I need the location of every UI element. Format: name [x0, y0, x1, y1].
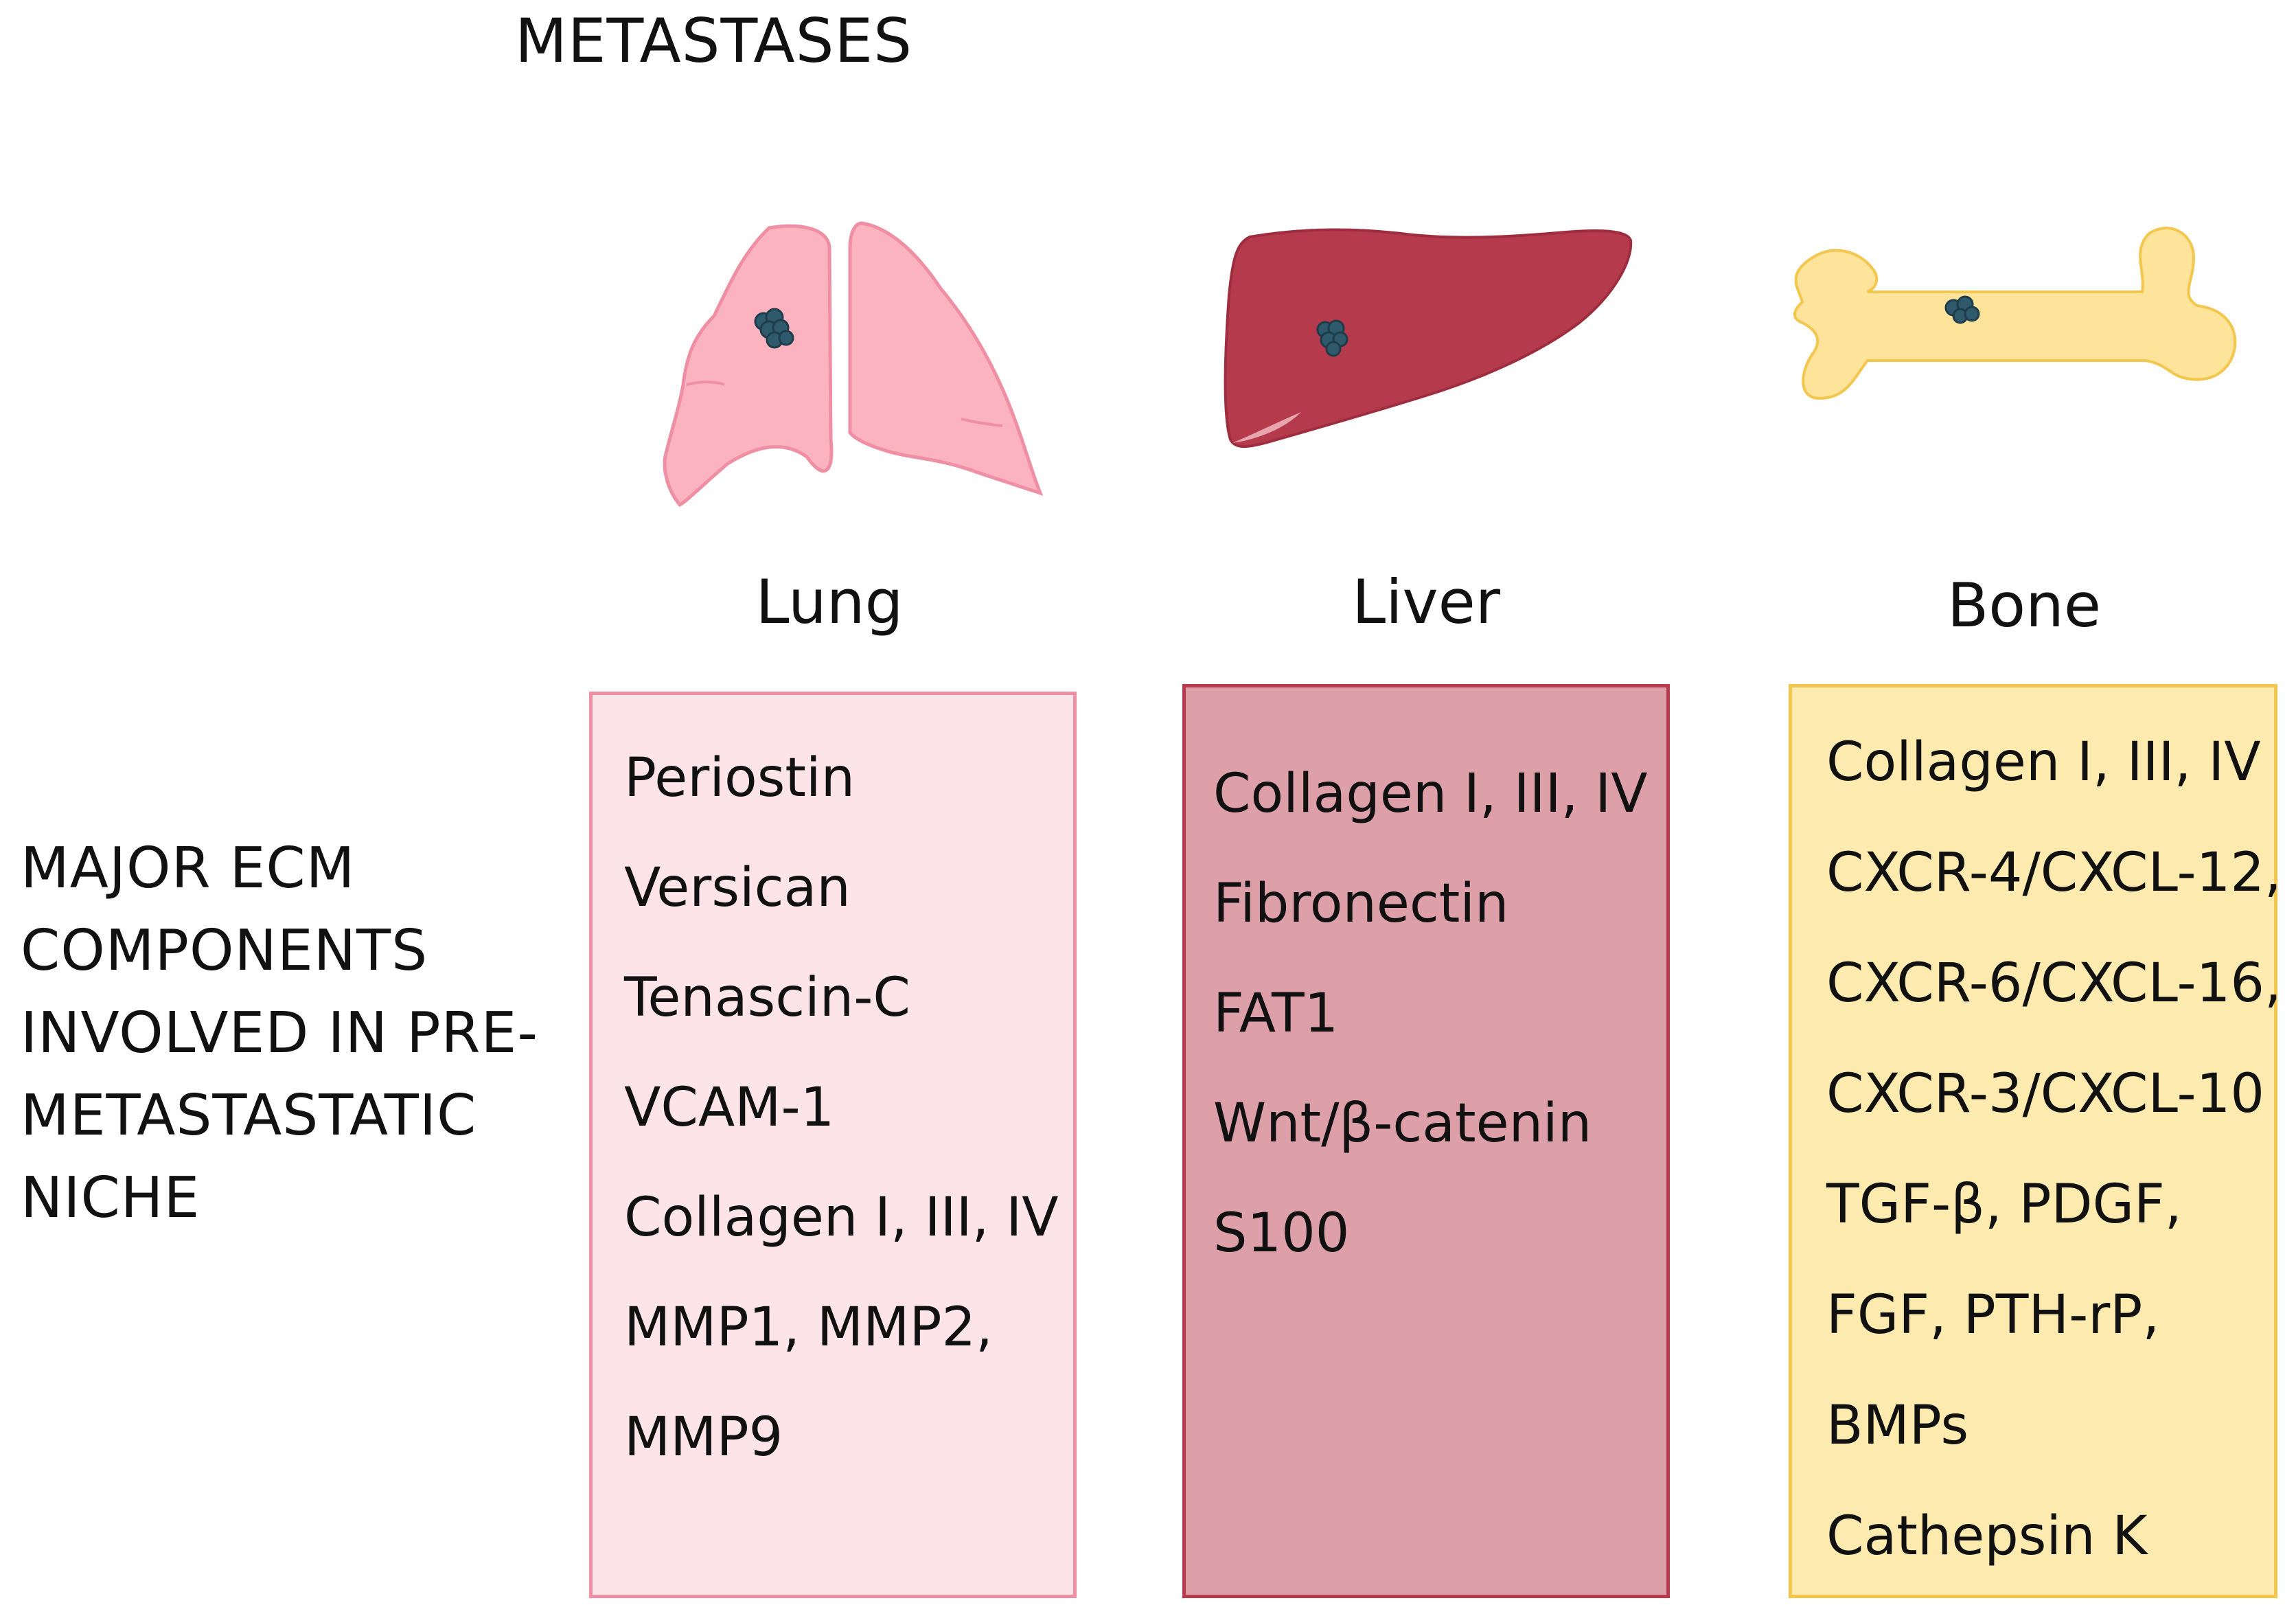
liver-tumor	[1316, 319, 1348, 357]
lung-tumor	[754, 308, 794, 349]
bone-shape	[1793, 227, 2237, 400]
lung-label: Lung	[755, 567, 904, 637]
lung-components-box: Periostin Versican Tenascin-C VCAM-1 Col…	[589, 692, 1077, 1598]
component-item: Periostin	[624, 747, 856, 809]
component-item: Tenascin-C	[624, 967, 910, 1029]
liver-components-list: Collagen I, III, IV Fibronectin FAT1 Wnt…	[1186, 687, 1666, 1312]
bone-components-list: Collagen I, III, IV CXCR-4/CXCL-12, CXCR…	[1792, 687, 2282, 1616]
component-item: S100	[1213, 1203, 1350, 1264]
component-item: Wnt/β-catenin	[1213, 1093, 1592, 1154]
component-item: MMP9	[624, 1407, 783, 1468]
liver-illustration	[1224, 228, 1633, 448]
component-item: CXCR-6/CXCL-16,	[1826, 953, 2282, 1014]
bone-components-box: Collagen I, III, IV CXCR-4/CXCL-12, CXCR…	[1789, 684, 2282, 1598]
lung-illustration	[663, 221, 1044, 508]
liver-components-box: Collagen I, III, IV Fibronectin FAT1 Wnt…	[1182, 684, 1670, 1598]
bone-tumor	[1944, 295, 1980, 324]
component-item: FGF, PTH-rP,	[1826, 1284, 2160, 1346]
right-lung	[848, 221, 1044, 496]
side-label-line: MAJOR ECM	[21, 836, 356, 901]
component-item: Fibronectin	[1213, 873, 1509, 935]
side-label-line: NICHE	[21, 1165, 200, 1231]
component-item: FAT1	[1213, 983, 1339, 1045]
component-item: VCAM-1	[624, 1077, 835, 1139]
lung-components-list: Periostin Versican Tenascin-C VCAM-1 Col…	[593, 695, 1073, 1516]
component-item: CXCR-3/CXCL-10	[1826, 1063, 2264, 1125]
component-item: Collagen I, III, IV	[624, 1187, 1059, 1249]
component-item: TGF-β, PDGF,	[1826, 1174, 2182, 1236]
side-label-line: METASTASTATIC	[21, 1083, 477, 1148]
component-item: Versican	[624, 857, 851, 919]
bone-illustration	[1793, 227, 2237, 400]
bone-label: Bone	[1947, 570, 2102, 641]
diagram-title: METASTASES	[515, 5, 912, 76]
component-item: CXCR-4/CXCL-12,	[1826, 842, 2282, 904]
left-lung	[663, 224, 834, 508]
side-label-line: COMPONENTS	[21, 918, 428, 983]
component-item: MMP1, MMP2,	[624, 1297, 993, 1358]
side-label-line: INVOLVED IN PRE-	[21, 1001, 538, 1066]
component-item: Collagen I, III, IV	[1826, 731, 2261, 793]
liver-label: Liver	[1352, 567, 1500, 637]
component-item: Collagen I, III, IV	[1213, 763, 1648, 825]
component-item: BMPs	[1826, 1395, 1969, 1457]
liver-shape	[1224, 228, 1633, 448]
ecm-components-label: MAJOR ECM COMPONENTS INVOLVED IN PRE- ME…	[21, 828, 538, 1240]
component-item: Cathepsin K	[1826, 1505, 2148, 1567]
